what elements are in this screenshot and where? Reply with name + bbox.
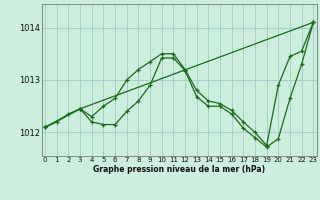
X-axis label: Graphe pression niveau de la mer (hPa): Graphe pression niveau de la mer (hPa)	[93, 165, 265, 174]
